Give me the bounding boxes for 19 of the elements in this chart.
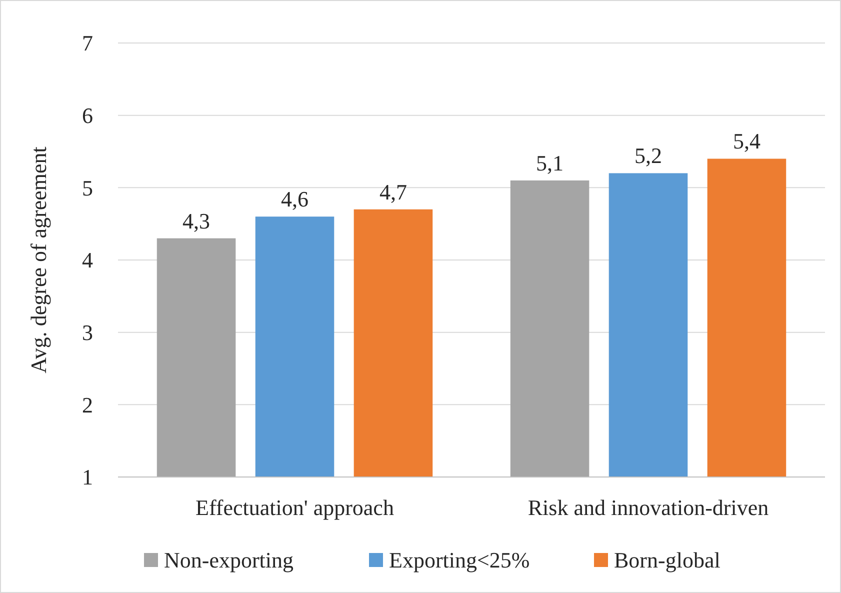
data-label: 4,3 xyxy=(182,208,210,234)
data-label: 5,4 xyxy=(732,128,760,154)
x-tick-label: Effectuation' approach xyxy=(196,495,394,520)
y-tick-label: 7 xyxy=(82,30,93,56)
y-tick-label: 1 xyxy=(82,464,93,490)
data-label: 5,1 xyxy=(536,150,564,176)
data-label: 5,2 xyxy=(634,143,662,168)
legend-label: Born-global xyxy=(614,548,720,573)
y-tick-label: 3 xyxy=(82,320,93,346)
y-tick-label: 2 xyxy=(82,392,93,418)
legend-label: Exporting<25% xyxy=(389,548,530,573)
x-tick-label: Risk and innovation-driven xyxy=(528,495,769,520)
y-tick-label: 5 xyxy=(82,175,93,200)
legend-label: Non-exporting xyxy=(164,548,294,573)
data-label: 4,7 xyxy=(379,179,407,204)
y-axis-title: Avg. degree of agreement xyxy=(26,146,51,374)
y-tick-label: 6 xyxy=(82,103,93,128)
data-label: 4,6 xyxy=(281,186,308,212)
y-tick-label: 4 xyxy=(82,248,93,273)
